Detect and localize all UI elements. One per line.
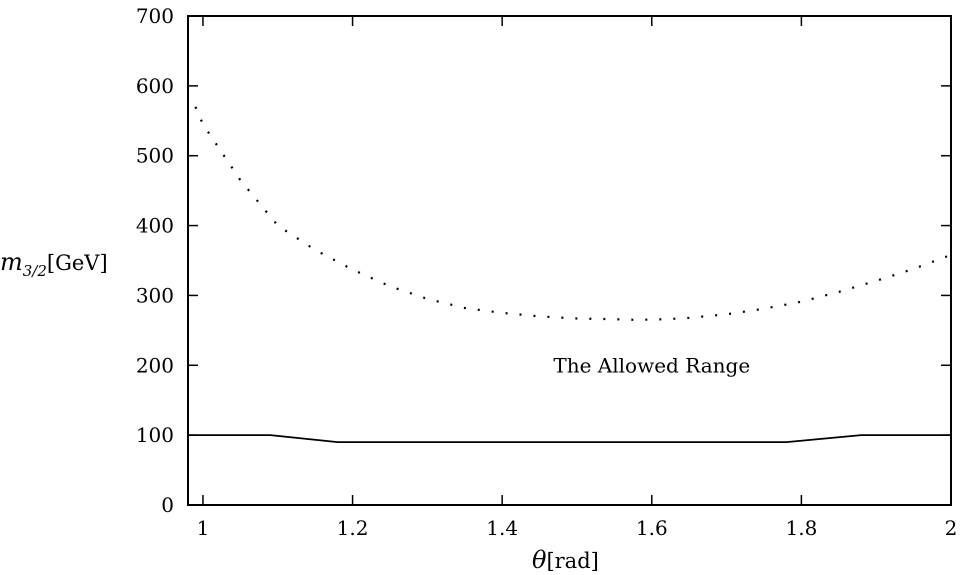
x-tick-label: 1.4 [486,516,518,540]
series-dotted-upper-bound [194,106,952,322]
x-axis-unit: [rad] [546,549,598,573]
x-tick-label: 1.6 [636,516,668,540]
y-axis-title: m3/2[GeV] [0,248,108,280]
y-tick-label: 0 [161,493,174,517]
y-tick-label: 300 [136,283,174,307]
y-tick-label: 600 [136,74,174,98]
x-tick-label: 1.8 [785,516,817,540]
axis-tick-labels: 0 100 200 300 400 500 600 700 1 1.2 1.4 1.6 1.8 2 [136,4,958,540]
plot-frame [187,15,952,506]
series-solid-lower-bound [188,434,951,443]
y-tick-label: 400 [136,214,174,238]
y-axis-subscript: 3/2 [23,262,47,280]
y-axis-symbol: m [0,248,23,276]
series-layer [188,106,952,443]
y-tick-label: 700 [136,4,174,28]
y-tick-label: 100 [136,423,174,447]
allowed-range-annotation: The Allowed Range [553,353,750,377]
y-axis-unit: [GeV] [47,251,108,275]
x-tick-label: 1 [197,516,210,540]
axis-ticks [188,15,952,506]
x-tick-label: 2 [945,516,958,540]
x-tick-label: 1.2 [337,516,369,540]
x-axis-title: θ[rad] [532,546,599,574]
y-tick-label: 200 [136,353,174,377]
y-tick-label: 500 [136,144,174,168]
x-axis-symbol: θ [532,546,547,574]
